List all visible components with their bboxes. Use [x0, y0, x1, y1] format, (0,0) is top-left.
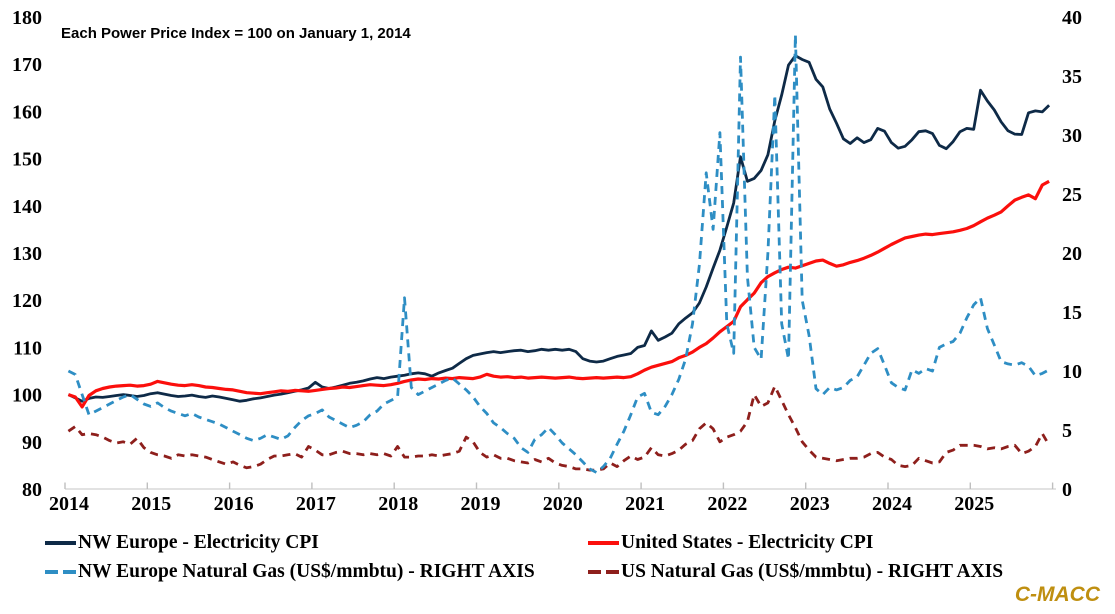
left-axis-tick-label: 110: [13, 337, 42, 359]
legend-swatch-us-gas: [588, 570, 619, 574]
legend-item-nwe-gas: NW Europe Natural Gas (US$/mmbtu) - RIGH…: [45, 559, 535, 585]
right-axis-tick-label: 15: [1062, 302, 1082, 324]
series-line-nw-europe-electricity-cpi: [67, 54, 1051, 403]
series-line-united-states-electricity-cpi: [67, 179, 1050, 409]
x-axis-year-label: 2023: [790, 493, 830, 515]
left-axis-tick-label: 80: [22, 479, 42, 501]
series-line-nw-europe-natural-gas-us-mmbtu-right-axis: [67, 33, 1050, 474]
left-axis-tick-label: 100: [12, 385, 42, 407]
left-axis-tick-label: 150: [12, 149, 42, 171]
left-axis-tick-label: 120: [12, 290, 42, 312]
right-axis-tick-label: 40: [1062, 7, 1082, 29]
legend-label-nwe-gas: NW Europe Natural Gas (US$/mmbtu) - RIGH…: [78, 561, 535, 582]
x-axis-year-label: 2021: [625, 493, 665, 515]
right-axis-tick-label: 5: [1062, 420, 1072, 442]
legend-label-us-gas: US Natural Gas (US$/mmbtu) - RIGHT AXIS: [621, 561, 1004, 582]
right-axis-tick-label: 10: [1062, 361, 1082, 383]
left-axis-tick-label: 90: [22, 432, 42, 454]
left-axis-tick-label: 180: [12, 7, 42, 29]
legend-swatch-nwe-gas: [45, 570, 76, 574]
x-axis-year-label: 2014: [49, 493, 89, 515]
x-axis-year-label: 2022: [707, 493, 747, 515]
cmacc-watermark-logo: C-MACC: [1014, 583, 1100, 606]
legend-item-us-electricity: United States - Electricity CPI: [588, 530, 873, 556]
legend-label-us-electricity: United States - Electricity CPI: [621, 532, 874, 553]
legend-label-nwe-electricity: NW Europe - Electricity CPI: [78, 532, 319, 553]
left-axis-tick-label: 130: [12, 243, 42, 265]
legend-swatch-nwe-electricity: [45, 541, 76, 545]
right-axis-tick-label: 30: [1062, 125, 1082, 147]
x-axis-year-label: 2024: [872, 493, 912, 515]
left-axis-tick-label: 170: [12, 54, 42, 76]
x-axis-year-label: 2025: [954, 493, 994, 515]
right-axis-tick-label: 35: [1062, 66, 1082, 88]
x-axis-year-label: 2018: [378, 493, 418, 515]
right-axis-tick-label: 25: [1062, 184, 1082, 206]
right-axis-tick-label: 0: [1062, 479, 1072, 501]
legend-item-nwe-electricity: NW Europe - Electricity CPI: [45, 530, 319, 556]
x-axis-year-label: 2020: [543, 493, 583, 515]
left-axis-tick-label: 160: [12, 101, 42, 123]
chart-annotation: Each Power Price Index = 100 on January …: [61, 25, 411, 42]
left-axis-tick-label: 140: [12, 196, 42, 218]
right-axis-tick-label: 20: [1062, 243, 1082, 265]
x-axis-year-label: 2015: [131, 493, 171, 515]
x-axis-year-label: 2017: [296, 493, 336, 515]
x-axis-year-label: 2016: [214, 493, 254, 515]
x-axis-year-label: 2019: [461, 493, 501, 515]
legend-item-us-gas: US Natural Gas (US$/mmbtu) - RIGHT AXIS: [588, 559, 1003, 585]
legend-swatch-us-electricity: [588, 541, 619, 545]
series-line-us-natural-gas-us-mmbtu-right-axis: [67, 384, 1051, 472]
